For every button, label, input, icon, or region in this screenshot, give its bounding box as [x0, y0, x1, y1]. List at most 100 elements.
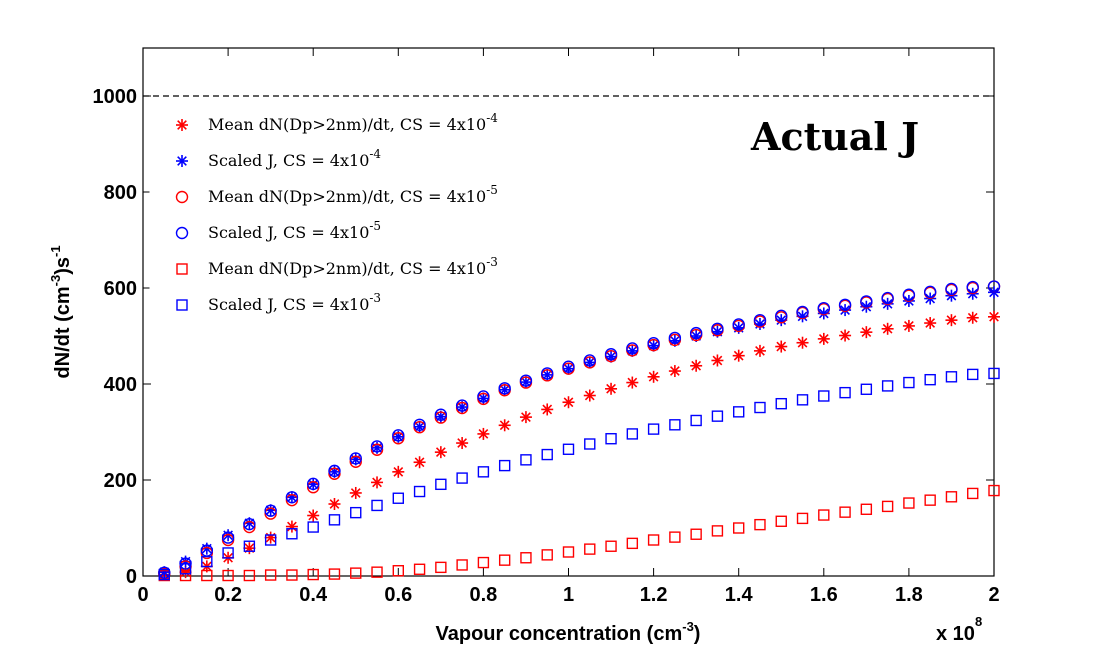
data-point: [221, 531, 235, 544]
legend-marker: [176, 299, 188, 311]
data-point: [988, 484, 1000, 497]
data-point: [455, 399, 469, 412]
y-tick-label: 600: [104, 278, 137, 300]
data-point: [583, 354, 596, 367]
data-point: [434, 411, 448, 424]
data-point: [967, 487, 979, 500]
legend-marker: [176, 155, 188, 167]
data-point: [392, 429, 405, 442]
data-point: [413, 485, 426, 498]
data-point: [733, 406, 745, 418]
data-point: [903, 376, 915, 389]
data-point: [435, 478, 447, 491]
data-point: [839, 329, 852, 342]
data-point: [562, 396, 575, 409]
data-point: [818, 390, 830, 402]
data-point: [817, 332, 830, 345]
data-point: [243, 520, 256, 534]
data-point: [243, 542, 256, 555]
y-axis-title: dN/dt (cm-3)s-1: [48, 245, 74, 378]
y-axis-title-mid: )s: [52, 257, 74, 275]
data-point: [307, 477, 320, 491]
data-point: [477, 427, 490, 440]
data-point: [988, 310, 1000, 323]
data-point: [647, 370, 660, 383]
x-tick-label: 0: [137, 584, 148, 606]
data-point: [753, 344, 766, 357]
data-point: [647, 534, 660, 546]
data-point: [711, 410, 724, 422]
data-point: [179, 569, 192, 582]
data-point: [370, 440, 384, 453]
data-point: [349, 486, 362, 499]
data-point: [754, 401, 766, 414]
data-point: [690, 414, 702, 427]
data-point: [562, 443, 575, 455]
data-point: [562, 546, 575, 558]
x-axis-multiplier-base: x 10: [936, 623, 975, 645]
legend-entry: Scaled J, CS = 4x10-4: [208, 147, 381, 170]
data-point: [477, 390, 490, 403]
data-point: [243, 569, 256, 582]
data-point: [902, 319, 915, 332]
data-point: [307, 509, 320, 522]
data-point: [392, 432, 405, 445]
series-6: [158, 367, 1000, 581]
data-point: [626, 537, 639, 550]
data-point: [520, 454, 532, 466]
x-tick-label: 1: [563, 584, 574, 606]
data-point: [860, 383, 873, 395]
legend: Mean dN(Dp>2nm)/dt, CS = 4x10-4 Scaled J,…: [149, 104, 629, 321]
data-point: [966, 311, 979, 324]
data-point: [541, 403, 554, 416]
data-point: [243, 517, 256, 531]
data-marks: [158, 280, 1001, 582]
data-point: [328, 568, 341, 580]
data-point: [328, 467, 341, 480]
data-point: [668, 331, 682, 345]
x-axis-title: Vapour concentration (cm-3): [436, 619, 701, 645]
data-point: [605, 382, 618, 395]
x-tick-label: 1.2: [640, 584, 668, 606]
legend-box: [149, 104, 629, 321]
y-tick-label: 1000: [93, 86, 138, 108]
legend-entry: Mean dN(Dp>2nm)/dt, CS = 4x10-3: [208, 255, 498, 278]
data-point: [392, 492, 404, 504]
data-point: [775, 314, 788, 327]
y-axis-title-sup2: -1: [48, 245, 63, 257]
legend-entry: Scaled J, CS = 4x10-3: [208, 291, 381, 314]
y-tick-label: 0: [126, 566, 137, 588]
data-point: [881, 322, 894, 335]
data-point: [264, 507, 277, 520]
x-axis-multiplier: x 108: [936, 614, 982, 645]
x-tick-label: 0.6: [384, 584, 412, 606]
data-point: [647, 337, 660, 350]
legend-entry: Mean dN(Dp>2nm)/dt, CS = 4x10-5: [208, 183, 498, 206]
data-point: [881, 291, 894, 305]
data-point: [775, 397, 787, 410]
data-point: [818, 509, 830, 521]
x-axis-title-sup: -3: [682, 619, 694, 634]
data-point: [796, 394, 809, 406]
data-point: [285, 493, 299, 507]
annotation-actual-j: Actual J: [750, 114, 919, 159]
legend-marker: [175, 190, 189, 204]
data-point: [583, 389, 596, 402]
data-point: [945, 282, 958, 296]
data-point: [179, 563, 192, 575]
data-point: [562, 360, 575, 373]
x-tick-label: 1.8: [895, 584, 923, 606]
data-point: [286, 528, 298, 540]
data-point: [626, 428, 639, 440]
data-point: [435, 561, 447, 574]
data-point: [924, 373, 936, 386]
y-tick-label: 800: [104, 182, 137, 204]
data-point: [264, 531, 277, 544]
data-point: [690, 528, 702, 540]
data-point: [498, 382, 511, 395]
data-point: [477, 556, 490, 569]
data-point: [626, 376, 639, 389]
data-point: [520, 552, 532, 564]
data-point: [753, 313, 767, 327]
